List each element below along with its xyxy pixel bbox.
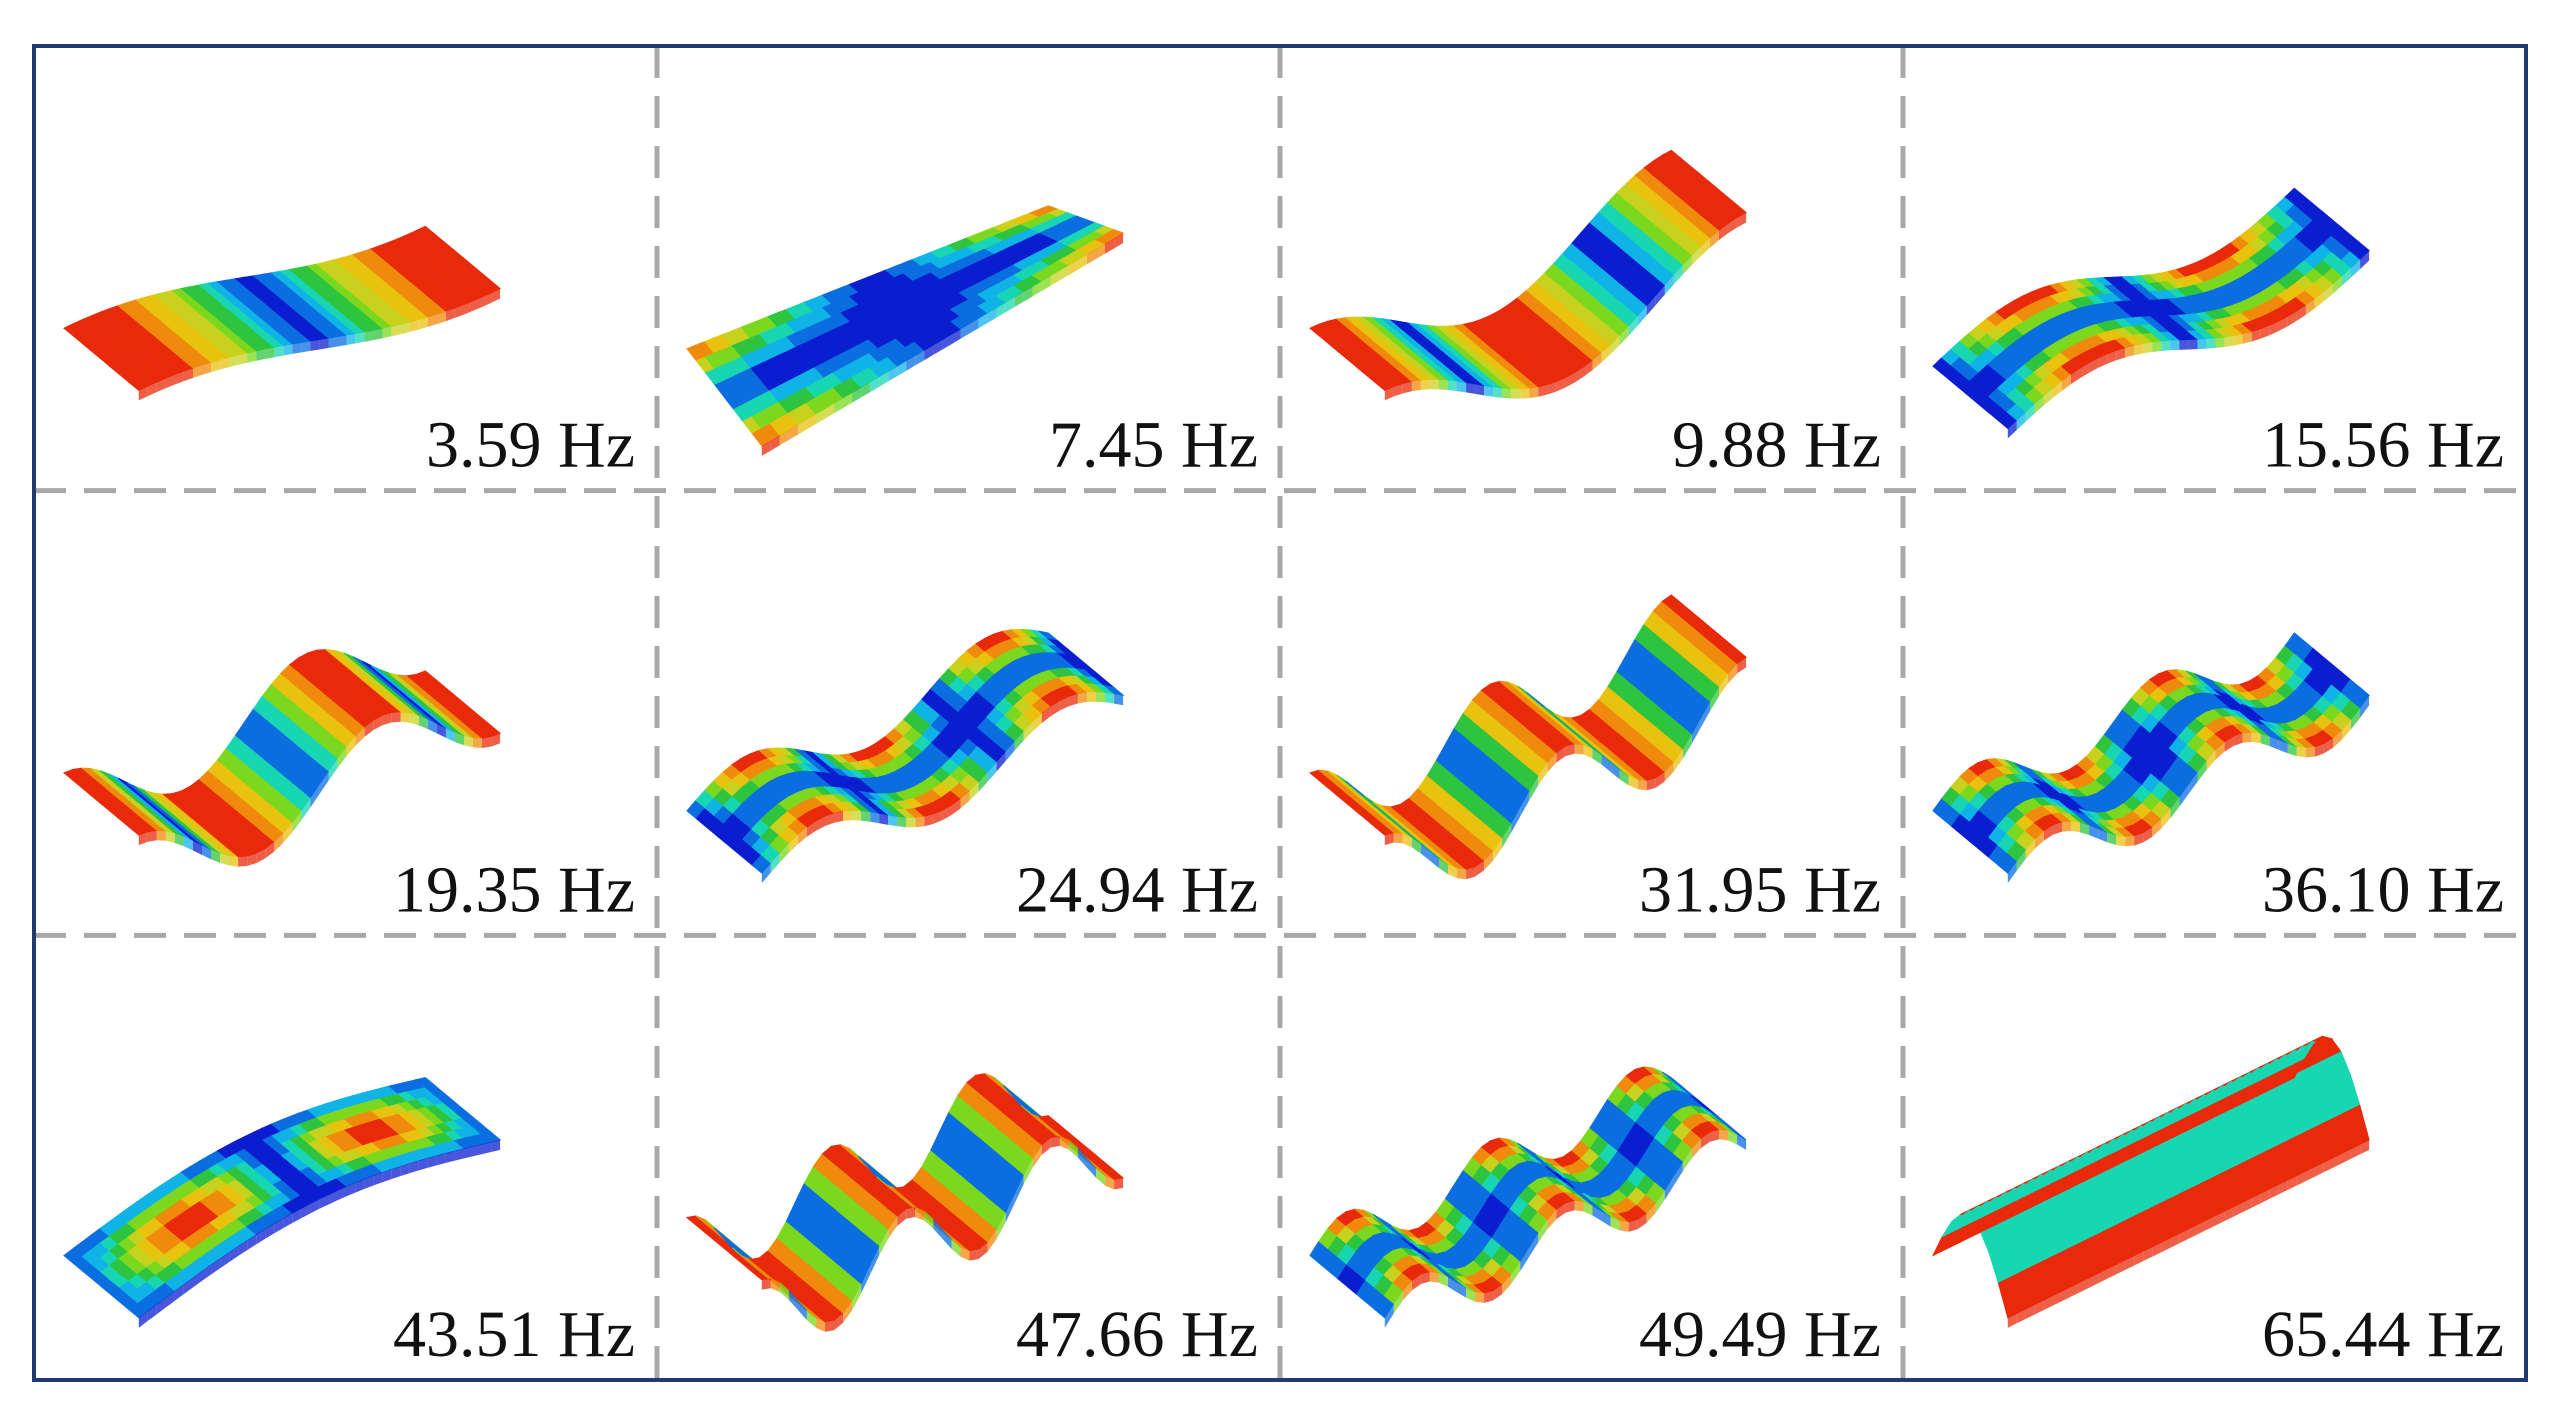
- plate-edge: [2007, 250, 2370, 439]
- mode-panel: 49.49 Hz: [1309, 1066, 1881, 1371]
- mode-panel: 31.95 Hz: [1308, 594, 1881, 926]
- plate-edge: [2007, 1139, 2370, 1328]
- mode-panel: 43.51 Hz: [63, 1077, 635, 1371]
- mode-shape-surface: [685, 1073, 1125, 1323]
- plate-edge: [2007, 695, 2370, 884]
- plate-edge: [138, 711, 501, 867]
- mode-shape-surface: [1309, 1066, 1747, 1319]
- mode-panel: 9.88 Hz: [1309, 149, 1881, 482]
- mode-panel: 7.45 Hz: [686, 205, 1258, 482]
- mode-shape-surface: [63, 225, 502, 391]
- mode-panel: 15.56 Hz: [1932, 187, 2504, 482]
- panel-grid: 3.59 Hz 7.45 Hz 9.88 Hz 15.56 Hz 19.35 Hz 24.…: [63, 149, 2504, 1371]
- mode-shape-surface: [686, 205, 1125, 447]
- frequency-label: 24.94 Hz: [1016, 853, 1258, 926]
- mode-panel: 24.94 Hz: [686, 628, 1258, 926]
- plate-edge: [138, 288, 501, 401]
- mode-shape-surface: [1309, 149, 1747, 391]
- figure-frame: [32, 44, 2528, 1382]
- grid-dividers: [34, 46, 2526, 1380]
- plate-edge: [138, 1139, 501, 1328]
- frequency-label: 19.35 Hz: [393, 853, 635, 926]
- mode-shape-surface: [1308, 594, 1747, 870]
- frequency-label: 36.10 Hz: [2262, 853, 2504, 926]
- frequency-label: 3.59 Hz: [426, 409, 635, 482]
- frequency-label: 65.44 Hz: [2262, 1298, 2504, 1371]
- frequency-label: 9.88 Hz: [1672, 409, 1881, 482]
- frequency-label: 49.49 Hz: [1639, 1298, 1881, 1371]
- mode-shape-surface: [63, 648, 502, 858]
- plate-edge: [1384, 1129, 1747, 1328]
- mode-panel: 65.44 Hz: [1931, 1035, 2504, 1371]
- frequency-label: 47.66 Hz: [1016, 1298, 1258, 1371]
- frequency-label: 15.56 Hz: [2262, 409, 2504, 482]
- mode-panel: 3.59 Hz: [63, 225, 635, 482]
- mode-panel: 19.35 Hz: [63, 648, 635, 926]
- frequency-label: 43.51 Hz: [393, 1298, 635, 1371]
- mode-shape-surface: [686, 628, 1125, 874]
- mode-shape-surface: [1931, 1035, 2370, 1319]
- mode-panel: 36.10 Hz: [1932, 632, 2504, 926]
- mode-shape-surface: [63, 1077, 502, 1319]
- frequency-label: 31.95 Hz: [1639, 853, 1881, 926]
- plate-edge: [761, 233, 1124, 456]
- mode-shape-surface: [1932, 632, 2370, 874]
- mode-panel: 47.66 Hz: [685, 1073, 1258, 1371]
- plate-edge: [1384, 657, 1747, 880]
- plate-edge: [761, 1135, 1124, 1332]
- mode-shape-surface: [1932, 187, 2370, 430]
- frequency-label: 7.45 Hz: [1049, 409, 1258, 482]
- plate-edge: [1384, 212, 1747, 401]
- plate-edge: [761, 691, 1124, 884]
